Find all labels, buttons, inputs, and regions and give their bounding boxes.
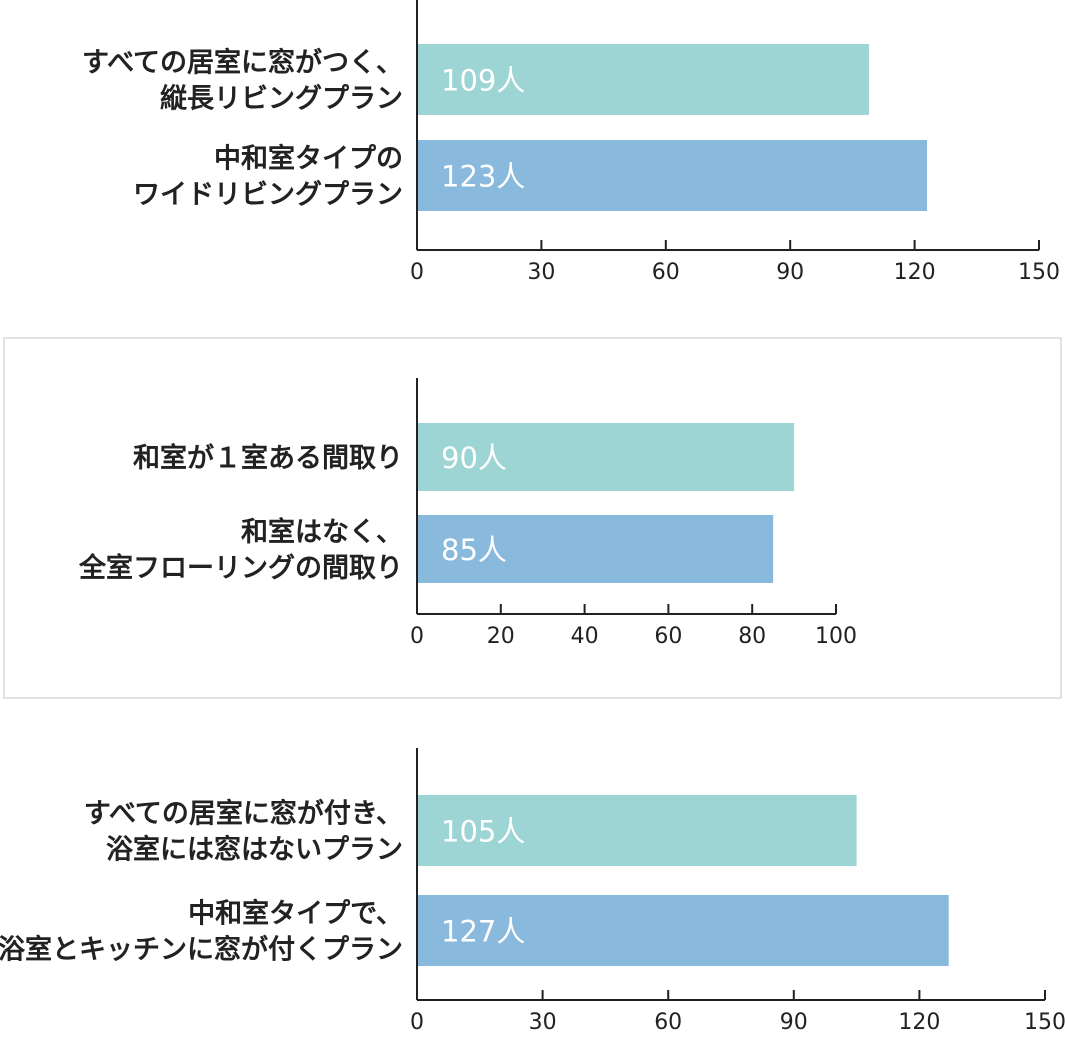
bar-value-label: 127人: [441, 915, 525, 949]
x-tick-label: 30: [527, 260, 555, 285]
bar-value-label: 123人: [441, 160, 525, 194]
chart-1: 109人 すべての居室に窓がつく、縦長リビングプラン 123人 中和室タイプのワイドリ…: [82, 0, 1060, 285]
bar-value-label: 109人: [441, 64, 525, 98]
category-label: 中和室タイプのワイドリビングプラン: [133, 143, 403, 211]
category-label: すべての居室に窓が付き、浴室には窓はないプラン: [84, 798, 403, 866]
category-label-line: 縦長リビングプラン: [160, 83, 403, 115]
x-tick-label: 0: [410, 624, 424, 649]
x-tick-label: 60: [654, 1010, 682, 1035]
x-tick-label: 80: [738, 624, 766, 649]
x-tick-label: 150: [1018, 260, 1060, 285]
chart-2: 90人 和室が１室ある間取り 85人 和室はなく、全室フローリングの間取り 0 20 40 6…: [4, 338, 1061, 698]
category-label-line: 中和室タイプの: [214, 143, 403, 175]
category-label-line: 浴室には窓はないプラン: [106, 834, 403, 866]
x-tick-label: 0: [410, 260, 424, 285]
x-tick-label: 120: [894, 260, 936, 285]
x-tick-label: 150: [1024, 1010, 1065, 1035]
category-label-line: すべての居室に窓が付き、: [84, 798, 403, 830]
x-tick-label: 0: [410, 1010, 424, 1035]
category-label-line: すべての居室に窓がつく、: [82, 47, 403, 79]
category-label: 和室が１室ある間取り: [133, 442, 403, 474]
category-label-line: 全室フローリングの間取り: [78, 552, 403, 584]
x-tick-label: 40: [571, 624, 599, 649]
x-tick-label: 90: [780, 1010, 808, 1035]
x-tick-label: 60: [652, 260, 680, 285]
bar-value-label: 90人: [441, 441, 507, 475]
x-tick-label: 30: [529, 1010, 557, 1035]
x-tick-label: 60: [654, 624, 682, 649]
x-tick-label: 90: [776, 260, 804, 285]
chart-3: 105人すべての居室に窓が付き、浴室には窓はないプラン127人中和室タイプで、浴…: [0, 748, 1065, 1035]
x-tick-label: 20: [487, 624, 515, 649]
category-label: 中和室タイプで、浴室とキッチンに窓が付くプラン: [0, 898, 403, 966]
category-label-line: 中和室タイプで、: [188, 898, 403, 930]
x-tick-label: 100: [815, 624, 857, 649]
bar-value-label: 85人: [441, 533, 507, 567]
category-label-line: 和室が１室ある間取り: [133, 442, 403, 474]
category-label-line: 浴室とキッチンに窓が付くプラン: [0, 934, 403, 966]
x-tick-label: 120: [898, 1010, 940, 1035]
category-label-line: ワイドリビングプラン: [133, 179, 403, 211]
category-label-line: 和室はなく、: [241, 516, 403, 548]
bar-value-label: 105人: [441, 815, 525, 849]
category-label: すべての居室に窓がつく、縦長リビングプラン: [82, 47, 403, 115]
